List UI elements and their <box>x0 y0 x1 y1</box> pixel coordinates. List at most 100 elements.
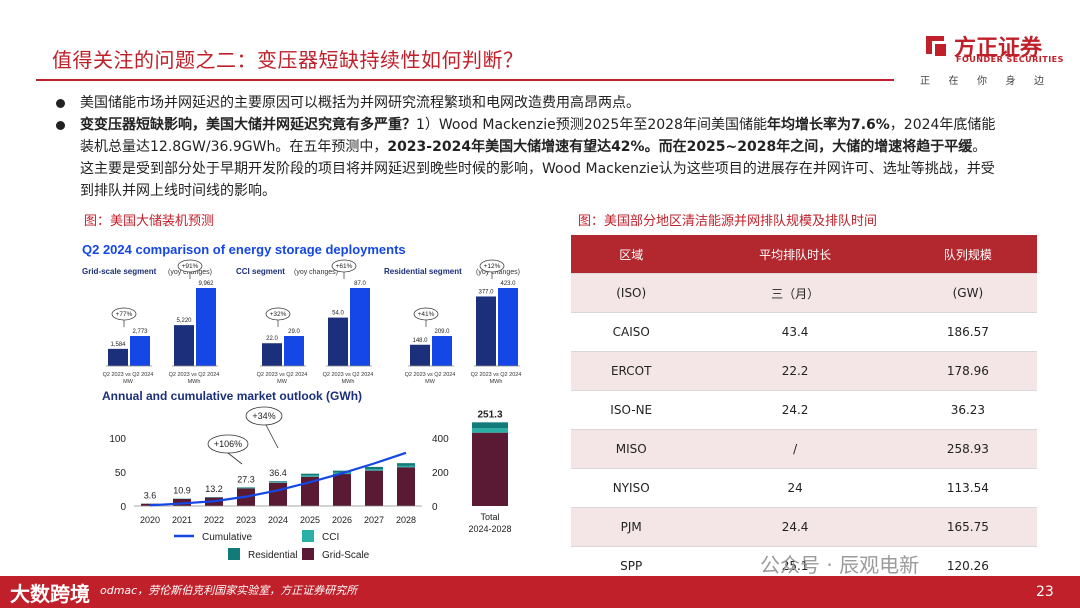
group-label: Q2 2023 vs Q2 2024 <box>169 372 220 378</box>
storage-chart: Q2 2024 comparison of energy storage dep… <box>82 242 522 561</box>
growth-label: +34% <box>252 411 275 421</box>
units-row: (ISO) 三（月） (GW) <box>571 273 1037 313</box>
table-cell: (ISO) <box>571 273 692 313</box>
bullet-item: 变变压器短缺影响，美国大储并网延迟究竟有多严重？1）Wood Mackenzie… <box>52 114 998 202</box>
table-cell: 三（月） <box>691 273 899 313</box>
x-tick: 2020 <box>140 515 160 525</box>
group-label: Q2 2023 vs Q2 2024 <box>471 372 522 378</box>
table-cell: 43.4 <box>691 312 899 352</box>
column-header: 区域 <box>571 235 692 274</box>
bar-prev <box>328 317 348 366</box>
x-tick: 2028 <box>396 515 416 525</box>
total-bar-grid-scale <box>472 432 508 506</box>
bar-residential <box>397 463 415 466</box>
bar-label: 22.0 <box>266 336 278 342</box>
y-tick-left: 50 <box>115 468 127 479</box>
bar-curr <box>350 288 370 366</box>
bar-curr <box>130 336 150 366</box>
bar-label: 148.0 <box>412 338 428 344</box>
growth-label: +106% <box>214 439 242 449</box>
bar-total-label: 3.6 <box>144 491 157 501</box>
table-row: CAISO 43.4 186.57 <box>571 312 1037 352</box>
table-cell: 22.2 <box>691 351 899 391</box>
legend-label: Grid-Scale <box>322 550 370 561</box>
figure-caption-right: 图：美国部分地区清洁能源并网排队规模及排队时间 <box>578 214 878 229</box>
table-cell: ISO-NE <box>571 390 692 430</box>
bar-label: 377.0 <box>478 289 494 295</box>
watermark-text: 公众号 · 辰观电新 <box>760 553 920 577</box>
bar-label: 209.0 <box>434 329 450 335</box>
table-cell: 113.54 <box>898 468 1037 508</box>
pct-label: +91% <box>182 263 199 270</box>
bar-total-label: 10.9 <box>173 486 191 496</box>
figure-caption-left: 图：美国大储装机预测 <box>84 214 215 229</box>
slogan: 正 在 你 身 边 <box>920 72 1044 87</box>
column-header: 平均排队时长 <box>691 235 899 274</box>
bar-prev <box>174 325 194 366</box>
bar-label: 9,962 <box>198 281 214 287</box>
bar-residential <box>301 473 319 476</box>
bar-label: 29.0 <box>288 329 300 335</box>
bar-grid-scale <box>397 467 415 506</box>
bottom-chart-title: Annual and cumulative market outlook (GW… <box>102 389 362 403</box>
table-cell: 165.75 <box>898 507 1037 547</box>
pct-label: +41% <box>418 311 435 318</box>
bar-cci <box>301 475 319 477</box>
group-label: MWh <box>490 379 503 385</box>
table-cell: ERCOT <box>571 351 692 391</box>
bar-residential <box>269 481 287 483</box>
pct-label: +12% <box>484 263 501 270</box>
slogan-char: 正 <box>920 76 930 87</box>
table-cell: 186.57 <box>898 312 1037 352</box>
bar-label: 87.0 <box>354 281 366 287</box>
bar-label: 423.0 <box>500 281 516 287</box>
legend-cci-swatch <box>302 530 314 542</box>
x-tick: 2026 <box>332 515 352 525</box>
growth-bubble <box>245 406 283 426</box>
table-cell: 24 <box>691 468 899 508</box>
slogan-char: 边 <box>1034 76 1044 87</box>
watermark-logo: 大数跨境 <box>10 582 90 606</box>
table-cell: / <box>691 429 899 469</box>
y-tick-right: 0 <box>432 502 438 513</box>
bar-cci <box>269 482 287 483</box>
panel-title: CCI segment <box>236 267 285 276</box>
bar-curr <box>498 288 518 366</box>
bullet-text: 美国储能市场并网延迟的主要原因可以概括为并网研究流程繁琐和电网改造费用高昂两点。 <box>80 95 640 111</box>
table-cell: 36.23 <box>898 390 1037 430</box>
group-label: MWh <box>188 379 201 385</box>
page-title: 值得关注的问题之二：变压器短缺持续性如何判断？ <box>52 48 524 72</box>
bar-label: 54.0 <box>332 311 344 317</box>
table-row: ERCOT 22.2 178.96 <box>571 351 1037 391</box>
table-cell: NYISO <box>571 468 692 508</box>
table-cell: 24.2 <box>691 390 899 430</box>
table-cell: (GW) <box>898 273 1037 313</box>
bar-residential <box>365 466 383 470</box>
bullet-lead: 变变压器短缺影响，美国大储并网延迟究竟有多严重？ <box>80 117 416 133</box>
legend-label: Residential <box>248 550 297 561</box>
bar-residential <box>237 487 255 489</box>
bullet-text: ，2024年底储能装机总量达12.8GW/36.9GWh。在五年预测中， <box>80 117 996 155</box>
bar-label: 2,773 <box>132 329 148 335</box>
x-tick: 2025 <box>300 515 320 525</box>
bar-curr <box>196 288 216 366</box>
bullet-text: 1）Wood Mackenzie预测2025年至2028年间美国储能 <box>416 117 767 133</box>
cumulative-line <box>149 451 407 507</box>
bullet-list: 美国储能市场并网延迟的主要原因可以概括为并网研究流程繁琐和电网改造费用高昂两点。… <box>52 92 998 202</box>
bar-grid-scale <box>269 482 287 506</box>
slogan-char: 你 <box>977 76 987 87</box>
slogan-char: 身 <box>1005 76 1016 87</box>
logo-english: FOUNDER SECURITIES <box>956 55 1064 64</box>
bar-residential <box>333 470 351 473</box>
bar-total-label: 36.4 <box>269 468 287 478</box>
total-label: Total <box>480 512 499 522</box>
pct-label: +32% <box>270 311 287 318</box>
bar-total-label: 27.3 <box>237 474 255 484</box>
legend-residential-swatch <box>228 548 240 560</box>
panel-note: (yoy changes) <box>476 269 520 276</box>
bar-cci <box>397 465 415 468</box>
legend-label: Cumulative <box>202 532 252 543</box>
table-row: PJM 24.4 165.75 <box>571 507 1037 547</box>
bullet-emphasis: 2023-2024年美国大储增速有望达42%。而在2025~2028年之间，大储… <box>387 139 973 155</box>
column-header: 队列规模 <box>898 235 1037 274</box>
